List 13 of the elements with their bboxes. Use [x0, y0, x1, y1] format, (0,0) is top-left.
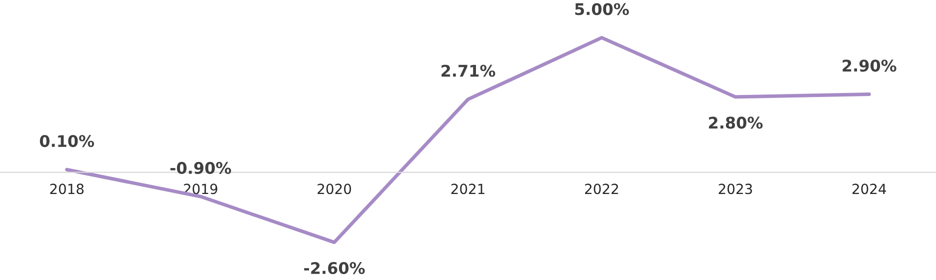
x-tick-label: 2021 — [451, 184, 484, 194]
data-label: 2.71% — [442, 64, 496, 77]
data-label: 5.00% — [575, 3, 629, 16]
x-tick-label: 2024 — [852, 184, 886, 194]
x-tick-label: 2020 — [318, 184, 352, 194]
data-label: 2.80% — [708, 116, 763, 129]
data-label: -2.60% — [304, 262, 365, 274]
data-label: -0.90% — [170, 162, 232, 174]
data-label: 0.10% — [40, 134, 94, 148]
x-tick-label: 2023 — [718, 184, 752, 194]
data-label: 2.90% — [842, 60, 896, 72]
x-tick-label: 2022 — [585, 184, 618, 194]
x-tick-label: 2018 — [50, 184, 84, 194]
